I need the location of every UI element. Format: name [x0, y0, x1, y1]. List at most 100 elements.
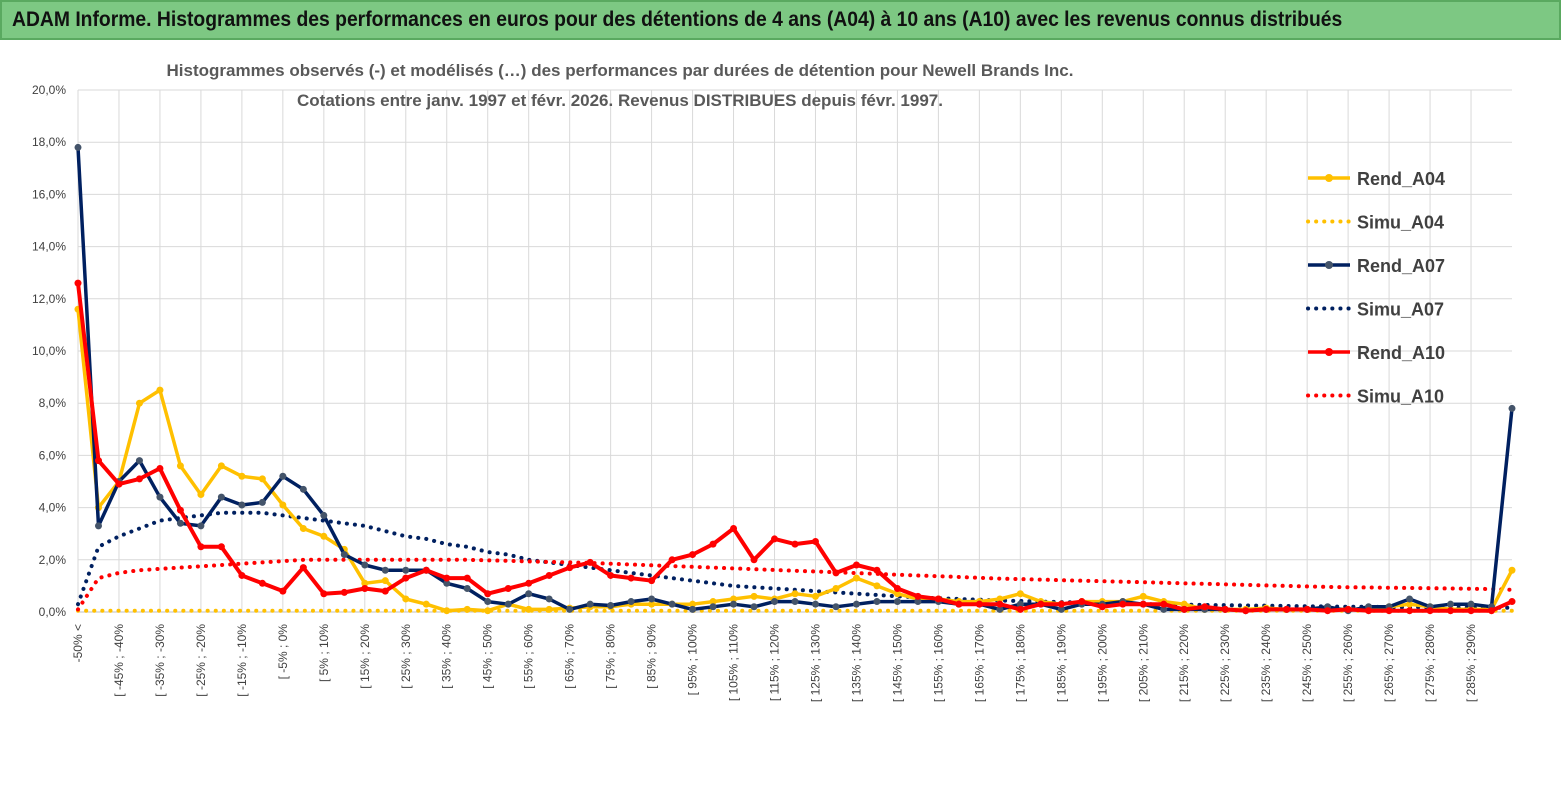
point-rend-a04 — [381, 577, 389, 585]
y-tick-label: 2,0% — [39, 553, 67, 567]
point-rend-a04 — [361, 579, 369, 587]
y-tick-label: 18,0% — [32, 135, 66, 149]
point-rend-a07 — [607, 601, 615, 609]
point-rend-a10 — [934, 595, 942, 603]
x-tick-label: [ 275% ; 280% — [1423, 624, 1437, 702]
point-rend-a04 — [852, 574, 860, 582]
point-rend-a07 — [197, 522, 205, 530]
legend-marker-rend-a10 — [1325, 348, 1333, 356]
x-tick-label: [ 15% ; 20% — [358, 624, 372, 689]
point-rend-a07 — [709, 603, 717, 611]
axes: 0,0% 2,0% 4,0% 6,0% 8,0% 10,0% 12,0% 14,0% 16,0%… — [32, 83, 1512, 702]
point-rend-a04 — [484, 607, 492, 615]
point-rend-a10 — [484, 590, 492, 598]
y-tick-label: 6,0% — [39, 448, 67, 462]
x-tick-label: [ -15% ; -10% — [235, 624, 249, 697]
x-tick-label: [ -5% ; 0% — [276, 624, 290, 680]
point-rend-a10 — [156, 464, 164, 472]
point-rend-a07 — [299, 485, 307, 493]
x-tick-label: [ 235% ; 240% — [1259, 624, 1273, 702]
point-rend-a07 — [1508, 404, 1516, 412]
point-rend-a07 — [1406, 595, 1414, 603]
chart-title: Histogrammes observés (-) et modélisés (… — [167, 61, 1074, 80]
point-rend-a04 — [320, 532, 328, 540]
legend-label-rend-a04: Rend_A04 — [1357, 169, 1445, 189]
y-tick-label: 20,0% — [32, 83, 66, 97]
point-rend-a07 — [586, 600, 594, 608]
x-tick-label: [ -25% ; -20% — [194, 624, 208, 697]
point-rend-a04 — [197, 491, 205, 499]
legend-marker-rend-a07 — [1325, 261, 1333, 269]
point-rend-a07 — [771, 598, 779, 606]
point-rend-a07 — [176, 519, 184, 527]
series-line-simu-a07 — [76, 510, 1514, 610]
point-rend-a07 — [463, 585, 471, 593]
point-rend-a07 — [217, 493, 225, 501]
point-rend-a04 — [258, 475, 266, 483]
point-rend-a10 — [115, 480, 123, 488]
point-rend-a10 — [74, 279, 82, 287]
point-rend-a10 — [730, 524, 738, 532]
point-rend-a07 — [545, 595, 553, 603]
point-rend-a07 — [238, 501, 246, 509]
x-tick-label: [ 65% ; 70% — [563, 624, 577, 689]
x-tick-label: [ 255% ; 260% — [1341, 624, 1355, 702]
y-tick-label: 4,0% — [39, 501, 67, 515]
point-rend-a07 — [1016, 600, 1024, 608]
point-rend-a07 — [566, 605, 574, 613]
y-tick-label: 8,0% — [39, 396, 67, 410]
point-rend-a10 — [238, 571, 246, 579]
point-rend-a04 — [135, 399, 143, 407]
point-rend-a04 — [545, 605, 553, 613]
point-rend-a10 — [1303, 605, 1311, 613]
point-rend-a07 — [914, 598, 922, 606]
point-rend-a10 — [94, 457, 102, 465]
x-tick-label: [ 55% ; 60% — [522, 624, 536, 689]
series-line-simu-a10 — [76, 557, 1514, 612]
point-rend-a04 — [1508, 566, 1516, 574]
point-rend-a07 — [340, 551, 348, 559]
point-rend-a07 — [279, 472, 287, 480]
legend-marker-rend-a04 — [1325, 174, 1333, 182]
x-tick-label: [ 95% ; 100% — [686, 624, 700, 696]
report-banner: ADAM Informe. Histogrammes des performan… — [0, 0, 1561, 40]
legend-label-rend-a07: Rend_A07 — [1357, 256, 1445, 276]
point-rend-a04 — [832, 585, 840, 593]
point-rend-a10 — [381, 587, 389, 595]
point-rend-a04 — [1139, 592, 1147, 600]
point-rend-a04 — [299, 524, 307, 532]
point-rend-a10 — [258, 579, 266, 587]
point-rend-a07 — [402, 566, 410, 574]
point-rend-a07 — [873, 598, 881, 606]
point-rend-a04 — [1016, 590, 1024, 598]
point-rend-a04 — [811, 592, 819, 600]
point-rend-a10 — [299, 564, 307, 572]
point-rend-a04 — [709, 598, 717, 606]
x-tick-label: [ 225% ; 230% — [1218, 624, 1232, 702]
point-rend-a07 — [996, 605, 1004, 613]
point-rend-a10 — [217, 543, 225, 551]
point-rend-a10 — [1262, 605, 1270, 613]
point-rend-a07 — [484, 598, 492, 606]
point-rend-a10 — [1426, 607, 1434, 615]
point-rend-a07 — [1057, 605, 1065, 613]
x-tick-label: [ 75% ; 80% — [604, 624, 618, 689]
y-tick-label: 14,0% — [32, 240, 66, 254]
x-tick-label: [ 185% ; 190% — [1054, 624, 1068, 702]
series-line-rend-a10 — [76, 282, 1513, 613]
y-tick-label: 10,0% — [32, 344, 66, 358]
point-rend-a04 — [893, 590, 901, 598]
point-rend-a10 — [1324, 607, 1332, 615]
point-rend-a07 — [730, 600, 738, 608]
point-rend-a04 — [402, 595, 410, 603]
x-tick-label: [ 25% ; 30% — [399, 624, 413, 689]
legend: Rend_A04 Simu_A04 Rend_A07 Simu_A07 Rend_A10… — [1306, 169, 1445, 407]
x-tick-label: [ 205% ; 210% — [1136, 624, 1150, 702]
point-rend-a10 — [709, 540, 717, 548]
point-rend-a10 — [422, 566, 430, 574]
point-rend-a10 — [463, 574, 471, 582]
chart-titles: Histogrammes observés (-) et modélisés (… — [167, 61, 1074, 110]
point-rend-a04 — [217, 462, 225, 470]
point-rend-a10 — [1283, 605, 1291, 613]
legend-label-simu-a10: Simu_A10 — [1357, 387, 1444, 407]
